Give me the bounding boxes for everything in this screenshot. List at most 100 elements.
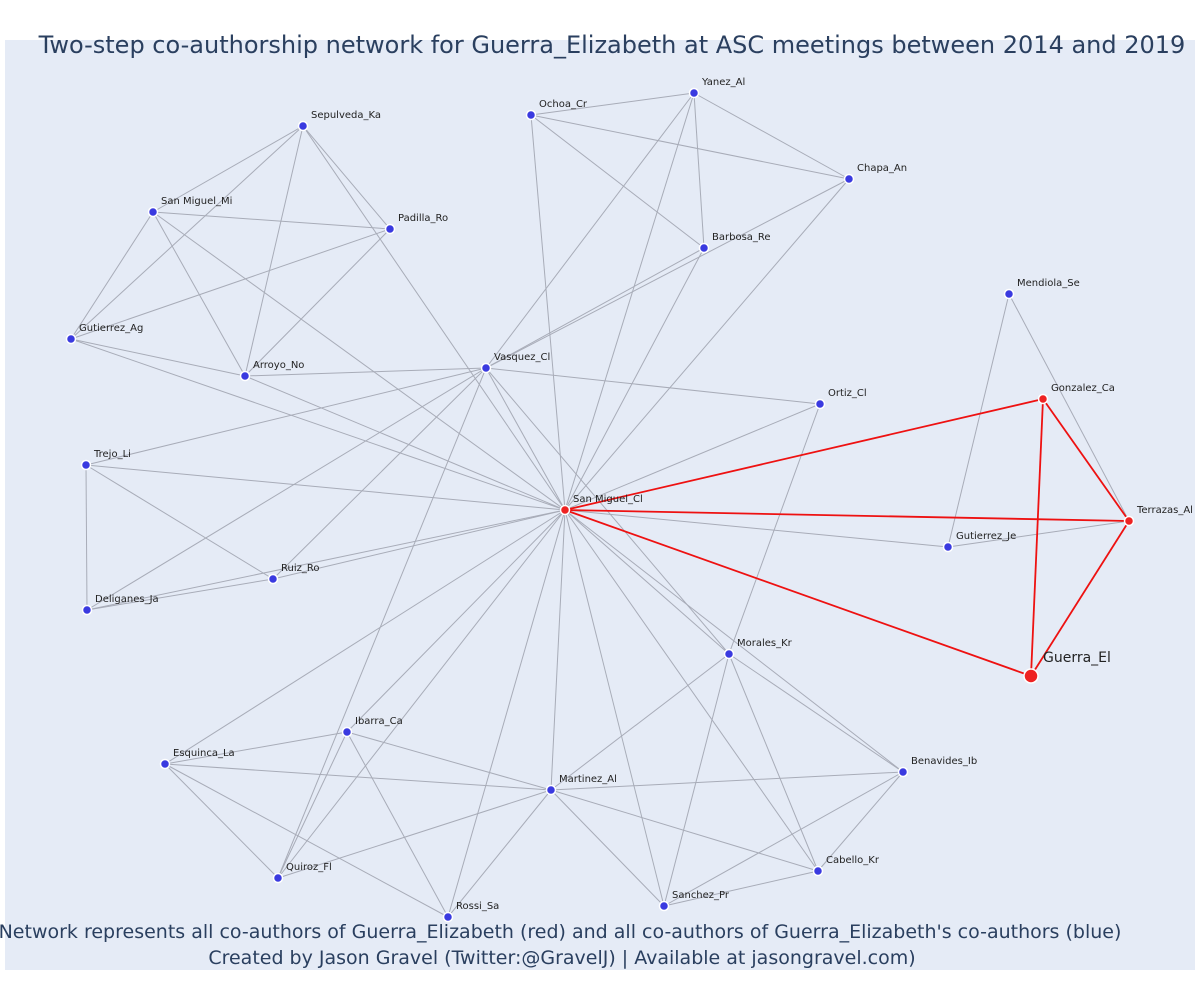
- node-gutierrez-ag[interactable]: [65, 333, 77, 345]
- gray-edge-sepulveda-ka--arroyo-no: [244, 125, 304, 377]
- gray-edge-morales-kr--cabello-kr: [728, 653, 819, 872]
- node-san-miguel-mi[interactable]: [147, 206, 159, 218]
- gray-edge-martinez-al--sanchez-pr: [550, 789, 665, 907]
- gray-edge-ibarra-ca--quiroz-fl: [277, 731, 348, 879]
- gray-edge-san-miguel-cl--ibarra-ca: [346, 509, 566, 733]
- red-edge-guerra-el--san-miguel-cl: [564, 509, 1032, 677]
- gray-edge-san-miguel-cl--arroyo-no: [244, 375, 566, 511]
- gray-edge-morales-kr--benavides-ib: [728, 653, 904, 773]
- node-label-sanchez-pr: Sanchez_Pr: [672, 890, 730, 901]
- gray-edge-sepulveda-ka--san-miguel-mi: [152, 125, 304, 213]
- node-vasquez-cl[interactable]: [480, 362, 492, 374]
- node-label-ibarra-ca: Ibarra_Ca: [355, 716, 403, 727]
- gray-edge-arroyo-no--vasquez-cl: [244, 367, 487, 377]
- node-gutierrez-je[interactable]: [942, 541, 954, 553]
- red-edge-guerra-el--terrazas-al: [1030, 520, 1130, 677]
- gray-edge-ochoa-cr--chapa-an: [530, 114, 850, 180]
- gray-edge-san-miguel-cl--ochoa-cr: [530, 114, 566, 511]
- gray-edge-san-miguel-mi--padilla-ro: [152, 211, 391, 230]
- node-ibarra-ca[interactable]: [341, 726, 353, 738]
- node-cabello-kr[interactable]: [812, 865, 824, 877]
- gray-edge-san-miguel-cl--yanez-al: [564, 92, 695, 511]
- gray-edge-san-miguel-mi--gutierrez-ag: [70, 211, 154, 340]
- gray-edge-padilla-ro--arroyo-no: [244, 228, 391, 377]
- gray-edge-san-miguel-cl--deliganes-ja: [86, 509, 566, 611]
- red-edge-gonzalez-ca--terrazas-al: [1042, 398, 1130, 522]
- gray-edge-san-miguel-cl--cabello-kr: [564, 509, 819, 872]
- gray-edge-trejo-li--deliganes-ja: [85, 464, 88, 611]
- node-label-gonzalez-ca: Gonzalez_Ca: [1051, 383, 1115, 394]
- node-label-cabello-kr: Cabello_Kr: [826, 855, 880, 866]
- node-rossi-sa[interactable]: [442, 911, 454, 923]
- gray-edge-chapa-an--vasquez-cl: [485, 178, 850, 369]
- gray-edge-san-miguel-cl--esquinca-la: [164, 509, 566, 765]
- node-label-yanez-al: Yanez_Al: [701, 77, 745, 88]
- gray-edge-ibarra-ca--martinez-al: [346, 731, 552, 791]
- node-label-deliganes-ja: Deliganes_Ja: [95, 594, 159, 605]
- node-label-terrazas-al: Terrazas_Al: [1136, 505, 1193, 516]
- node-benavides-ib[interactable]: [897, 766, 909, 778]
- node-ochoa-cr[interactable]: [525, 109, 537, 121]
- node-sepulveda-ka[interactable]: [297, 120, 309, 132]
- node-deliganes-ja[interactable]: [81, 604, 93, 616]
- node-trejo-li[interactable]: [80, 459, 92, 471]
- gray-edge-ortiz-cl--morales-kr: [728, 403, 821, 655]
- node-labels: Guerra_El San Miguel_Cl Gonzalez_Ca Terraza…: [79, 77, 1193, 912]
- node-quiroz-fl[interactable]: [272, 872, 284, 884]
- node-label-san-miguel-mi: San Miguel_Mi: [161, 196, 232, 207]
- edges-second-step: [70, 92, 1130, 918]
- gray-edge-ruiz-ro--deliganes-ja: [86, 578, 274, 611]
- node-ruiz-ro[interactable]: [267, 573, 279, 585]
- node-morales-kr[interactable]: [723, 648, 735, 660]
- gray-edge-esquinca-la--martinez-al: [164, 763, 552, 791]
- caption-line-2: Created by Jason Gravel (Twitter:@Gravel…: [208, 947, 915, 969]
- gray-edge-mendiola-se--terrazas-al: [1008, 293, 1130, 522]
- edges-ego: [564, 398, 1130, 677]
- gray-edge-vasquez-cl--ruiz-ro: [272, 367, 487, 580]
- gray-edge-vasquez-cl--ortiz-cl: [485, 367, 821, 405]
- node-chapa-an[interactable]: [843, 173, 855, 185]
- gray-edge-barbosa-re--vasquez-cl: [485, 247, 705, 369]
- gray-edge-ibarra-ca--rossi-sa: [346, 731, 449, 918]
- gray-edge-san-miguel-cl--martinez-al: [550, 509, 566, 791]
- node-label-esquinca-la: Esquinca_La: [173, 748, 235, 759]
- node-ortiz-cl[interactable]: [814, 398, 826, 410]
- gray-edge-gutierrez-ag--arroyo-no: [70, 338, 246, 377]
- gray-edge-mendiola-se--gutierrez-je: [947, 293, 1010, 548]
- node-label-arroyo-no: Arroyo_No: [253, 360, 304, 371]
- node-label-sepulveda-ka: Sepulveda_Ka: [311, 110, 381, 121]
- node-san-miguel-cl[interactable]: [559, 504, 571, 516]
- gray-edge-benavides-ib--cabello-kr: [817, 771, 904, 872]
- node-esquinca-la[interactable]: [159, 758, 171, 770]
- node-label-ochoa-cr: Ochoa_Cr: [539, 99, 588, 110]
- node-sanchez-pr[interactable]: [658, 900, 670, 912]
- node-label-ortiz-cl: Ortiz_Cl: [828, 388, 867, 399]
- gray-edge-sepulveda-ka--padilla-ro: [302, 125, 391, 230]
- gray-edge-morales-kr--martinez-al: [550, 653, 730, 791]
- gray-edge-san-miguel-cl--sepulveda-ka: [302, 125, 566, 511]
- node-martinez-al[interactable]: [545, 784, 557, 796]
- red-edge-san-miguel-cl--gonzalez-ca: [564, 398, 1044, 511]
- gray-edge-yanez-al--barbosa-re: [693, 92, 705, 249]
- node-padilla-ro[interactable]: [384, 223, 396, 235]
- chart-title: Two-step co-authorship network for Guerr…: [38, 31, 1186, 59]
- gray-edge-trejo-li--ruiz-ro: [85, 464, 274, 580]
- node-label-padilla-ro: Padilla_Ro: [398, 213, 448, 224]
- gray-edge-martinez-al--rossi-sa: [447, 789, 552, 918]
- node-terrazas-al[interactable]: [1123, 515, 1135, 527]
- gray-edge-gutierrez-je--terrazas-al: [947, 520, 1130, 548]
- nodes: [65, 87, 1135, 923]
- node-barbosa-re[interactable]: [698, 242, 710, 254]
- node-gonzalez-ca[interactable]: [1037, 393, 1049, 405]
- node-arroyo-no[interactable]: [239, 370, 251, 382]
- gray-edge-san-miguel-mi--arroyo-no: [152, 211, 246, 377]
- node-yanez-al[interactable]: [688, 87, 700, 99]
- gray-edge-esquinca-la--rossi-sa: [164, 763, 449, 918]
- gray-edge-san-miguel-cl--trejo-li: [85, 464, 566, 511]
- gray-edge-san-miguel-cl--chapa-an: [564, 178, 850, 511]
- node-guerra-el[interactable]: [1023, 668, 1039, 684]
- node-label-morales-kr: Morales_Kr: [737, 638, 793, 649]
- caption-line-1: Network represents all co-authors of Gue…: [0, 921, 1121, 943]
- node-mendiola-se[interactable]: [1003, 288, 1015, 300]
